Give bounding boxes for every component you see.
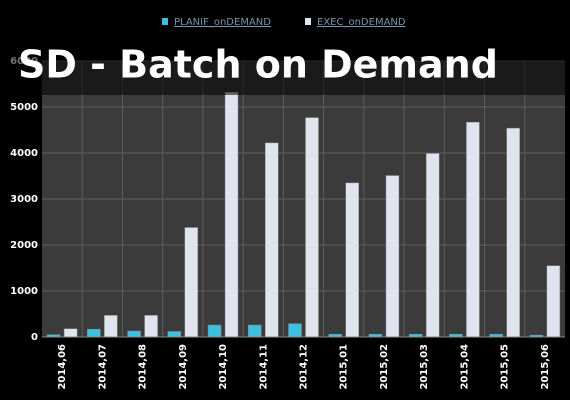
x-tick-label: 2015,02 (379, 344, 390, 390)
y-tick-label: 4000 (10, 148, 38, 159)
bar (144, 315, 158, 338)
chart-title: SD - Batch on Demand (18, 43, 498, 87)
legend-label: EXEC_onDEMAND (317, 17, 406, 28)
x-tick-label: 2014,07 (97, 344, 108, 390)
y-tick-label: 1000 (10, 286, 38, 297)
bar (345, 182, 359, 338)
x-tick-label: 2014,09 (178, 344, 189, 390)
y-tick-label: 3000 (10, 194, 38, 205)
bar (207, 324, 222, 338)
legend-swatch (162, 18, 168, 25)
bar (87, 328, 101, 338)
x-tick-label: 2014,12 (299, 344, 310, 390)
bar (224, 92, 239, 338)
x-tick-label: 2015,03 (419, 344, 430, 390)
bar (385, 175, 400, 338)
x-tick-label: 2014,08 (138, 344, 149, 390)
bar (425, 153, 440, 338)
bar (265, 142, 279, 338)
legend-label: PLANIF_onDEMAND (174, 17, 271, 28)
bar (546, 265, 561, 338)
bar (63, 328, 78, 338)
y-tick-label: 0 (31, 332, 38, 343)
x-tick-label: 2015,06 (540, 344, 551, 390)
x-tick-label: 2015,01 (339, 344, 350, 390)
x-tick-label: 2015,05 (500, 344, 511, 390)
bar (184, 227, 199, 338)
bar (104, 315, 118, 338)
x-tick-label: 2014,06 (57, 344, 68, 390)
title-band (0, 40, 570, 95)
x-tick-label: 2014,10 (218, 344, 229, 390)
legend-swatch (305, 18, 311, 25)
bar (305, 117, 319, 338)
y-tick-label: 5000 (10, 102, 38, 113)
bar (506, 127, 520, 338)
bar (127, 330, 141, 338)
x-tick-label: 2014,11 (258, 344, 269, 390)
bar (466, 121, 480, 338)
bar (167, 331, 182, 338)
y-tick-label: 2000 (10, 240, 38, 251)
bar (248, 324, 262, 338)
x-tick-label: 2015,04 (459, 344, 470, 390)
bar (288, 323, 302, 338)
